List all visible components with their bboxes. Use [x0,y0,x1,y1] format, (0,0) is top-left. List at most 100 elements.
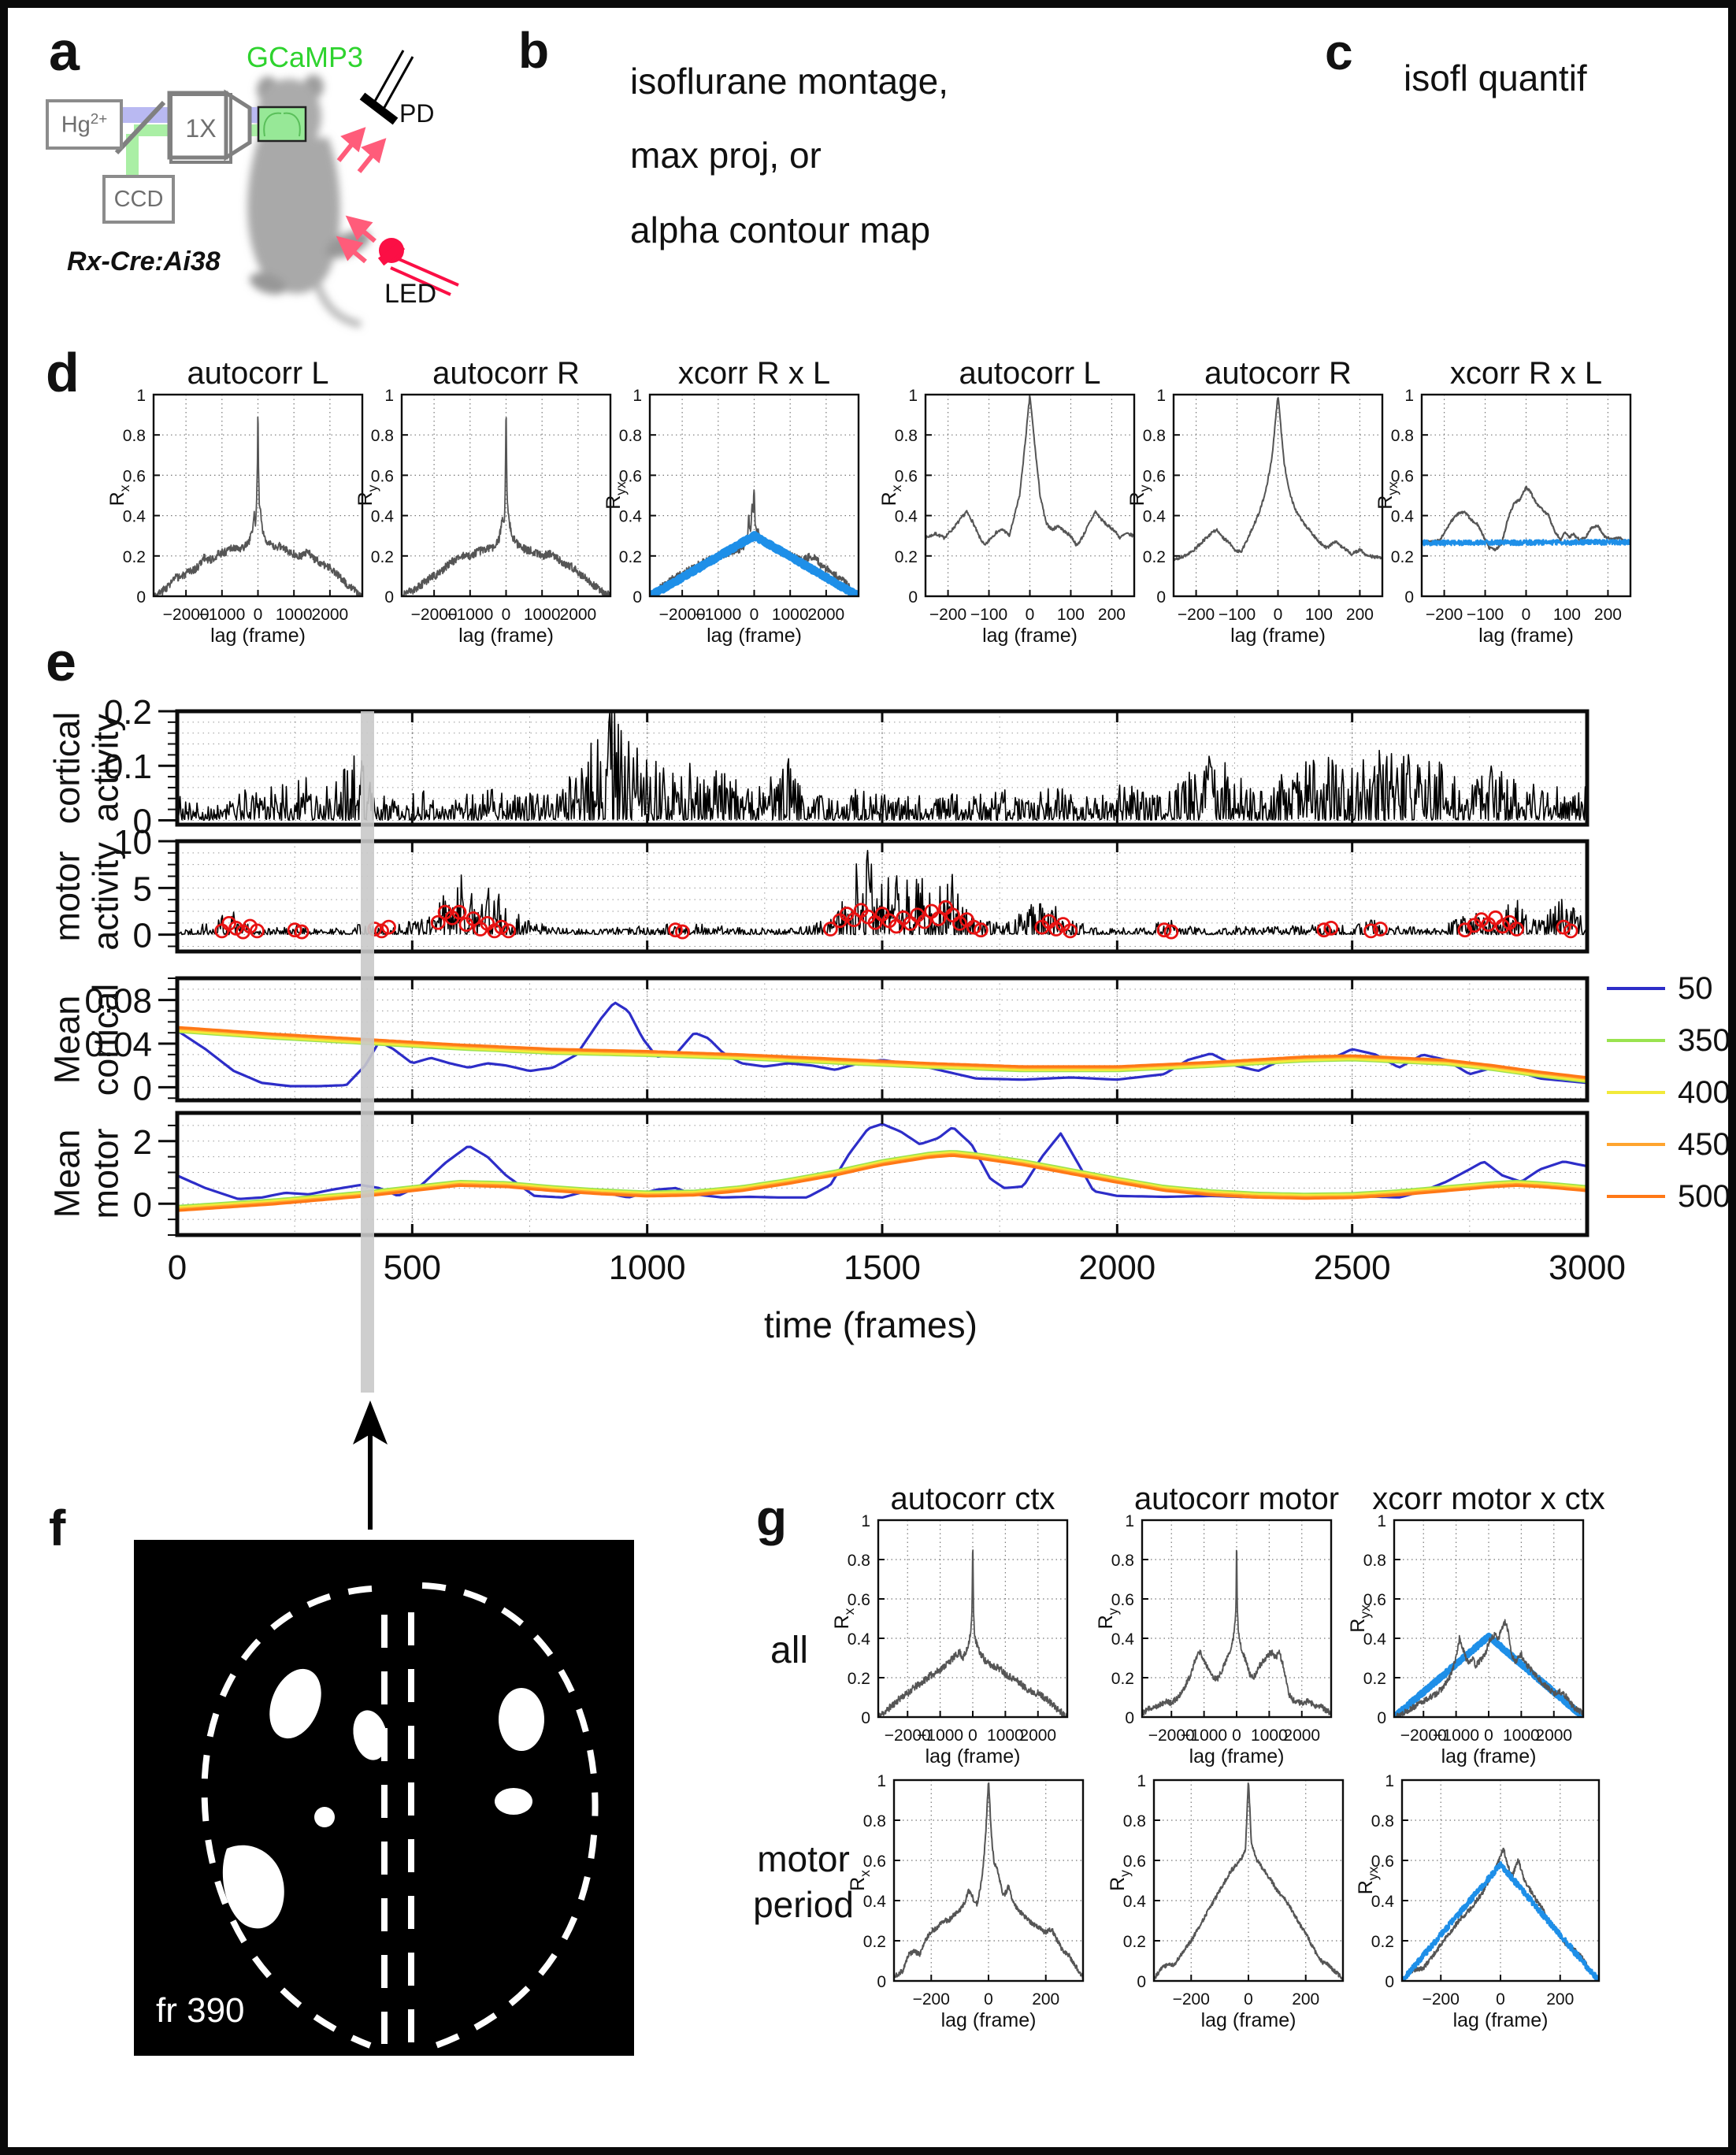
svg-text:0.8: 0.8 [848,1552,870,1570]
frame-number-label: fr 390 [156,1991,245,2030]
svg-text:1: 1 [1125,1512,1134,1530]
svg-text:1: 1 [1137,1772,1146,1790]
legend-line-icon [1607,987,1665,990]
series-1 [1402,1860,1599,1981]
svg-text:−1000: −1000 [198,606,245,624]
svg-text:lag (frame): lag (frame) [982,625,1078,647]
panel-b-text: isoflurane montage, max proj, or alpha c… [630,44,948,267]
plot-ylabel: Ry [1107,1870,1133,1891]
panel-d-label: d [46,342,80,403]
plot-title: xcorr R x L [1450,356,1602,391]
svg-text:2000: 2000 [312,606,349,624]
svg-text:0.2: 0.2 [1391,548,1414,566]
plot-ylabel: Rx [106,484,132,506]
series-1 [1422,538,1630,547]
svg-text:0: 0 [133,802,152,840]
svg-text:1000: 1000 [276,606,313,624]
svg-text:1: 1 [384,387,394,405]
svg-text:1500: 1500 [844,1248,921,1287]
plot-ylabel: Ryx [603,481,629,510]
svg-text:2000: 2000 [560,606,597,624]
svg-text:0.4: 0.4 [1371,1893,1395,1911]
plot-e-mean-motor: 0 500 1000 1500 2000 2500 3000 0 2 [133,1111,1626,1287]
svg-text:1: 1 [861,1512,870,1530]
plot-title: xcorr motor x ctx [1372,1482,1605,1516]
svg-text:3000: 3000 [1549,1248,1626,1287]
plot-ylabel: Ryx [1374,481,1400,510]
svg-text:0.2: 0.2 [1111,1670,1134,1688]
svg-text:0: 0 [1377,1709,1386,1727]
svg-text:0.6: 0.6 [1143,467,1166,485]
svg-text:lag (frame): lag (frame) [458,625,554,647]
svg-text:0.1: 0.1 [104,747,152,786]
svg-text:−200: −200 [913,1990,950,2008]
panel-a-label: a [49,20,80,82]
series-0 [154,416,362,596]
svg-text:−200: −200 [1426,606,1463,624]
plot-title: xcorr R x L [678,356,830,391]
plot-ylabel: Rx [847,1870,873,1891]
svg-text:0.4: 0.4 [895,508,918,526]
svg-text:0.4: 0.4 [371,508,395,526]
mouse-line-label: Rx-Cre:Ai38 [67,247,221,276]
svg-text:−100: −100 [1219,606,1256,624]
plot-d-xcorr-RxL-zoom: −200 −100 0 100 200 0 0.2 0.4 0.6 0.8 1 xcorr R x L… [1374,356,1632,647]
svg-text:0.6: 0.6 [1123,1853,1146,1871]
series-0 [1422,485,1630,552]
plot-ylabel: Ryx [1355,1866,1381,1894]
svg-text:2000: 2000 [808,606,845,624]
svg-text:0: 0 [133,1069,152,1107]
svg-text:−200: −200 [1423,1990,1460,2008]
svg-text:0.2: 0.2 [1363,1670,1386,1688]
svg-text:−2000: −2000 [659,606,706,624]
smoothing-legend: 50 350 400 450 500 [1607,963,1730,1222]
svg-text:0.2: 0.2 [863,1933,886,1951]
svg-text:2000: 2000 [1078,1248,1155,1287]
legend-line-icon [1607,1039,1665,1042]
series-0 [1174,397,1382,562]
mouse-illustration [247,75,370,328]
svg-text:−1000: −1000 [695,606,741,624]
svg-text:0: 0 [1385,1973,1394,1991]
svg-text:−2000: −2000 [1148,1727,1195,1745]
g-row1-label: all [770,1630,809,1671]
legend-label: 450 [1678,1126,1730,1162]
svg-text:0.8: 0.8 [895,427,918,445]
svg-text:0: 0 [1274,606,1283,624]
legend-item-350: 350 [1607,1014,1728,1066]
panel-b-line2: max proj, or [630,135,822,176]
svg-text:0: 0 [968,1727,977,1745]
active-region-blobs [222,1668,544,1929]
svg-text:0: 0 [384,588,394,606]
svg-text:0: 0 [133,917,152,955]
svg-text:0: 0 [133,1185,152,1224]
series-0 [650,489,859,596]
svg-text:lag (frame): lag (frame) [1230,625,1326,647]
svg-text:0.6: 0.6 [1371,1853,1394,1871]
panel-b-label: b [518,22,550,79]
led-light-arrows [336,215,377,264]
svg-text:1000: 1000 [1503,1727,1540,1745]
svg-text:0.8: 0.8 [1391,427,1414,445]
plot-ylabel: Rx [831,1608,857,1629]
right-hemisphere-outline [421,1582,599,2052]
panel-f-label: f [49,1500,66,1556]
svg-text:0: 0 [1522,606,1531,624]
svg-text:200: 200 [1098,606,1126,624]
legend-item-50: 50 [1607,963,1728,1014]
svg-text:0.8: 0.8 [619,427,642,445]
mercury-lamp-box: Hg2+ [46,99,123,150]
svg-text:1000: 1000 [1251,1727,1288,1745]
svg-text:1: 1 [877,1772,886,1790]
svg-text:200: 200 [1346,606,1374,624]
svg-text:−200: −200 [1178,606,1215,624]
svg-text:0: 0 [1244,1990,1253,2008]
plot-d-autocorr-L-zoom: −200 −100 0 100 200 0 0.2 0.4 0.6 0.8 1 autocorr L l… [878,356,1136,647]
svg-text:lag (frame): lag (frame) [1189,1745,1285,1767]
svg-text:lag (frame): lag (frame) [925,1745,1021,1767]
svg-text:0: 0 [632,588,642,606]
svg-text:0.4: 0.4 [1363,1630,1387,1649]
svg-text:0.4: 0.4 [123,508,147,526]
